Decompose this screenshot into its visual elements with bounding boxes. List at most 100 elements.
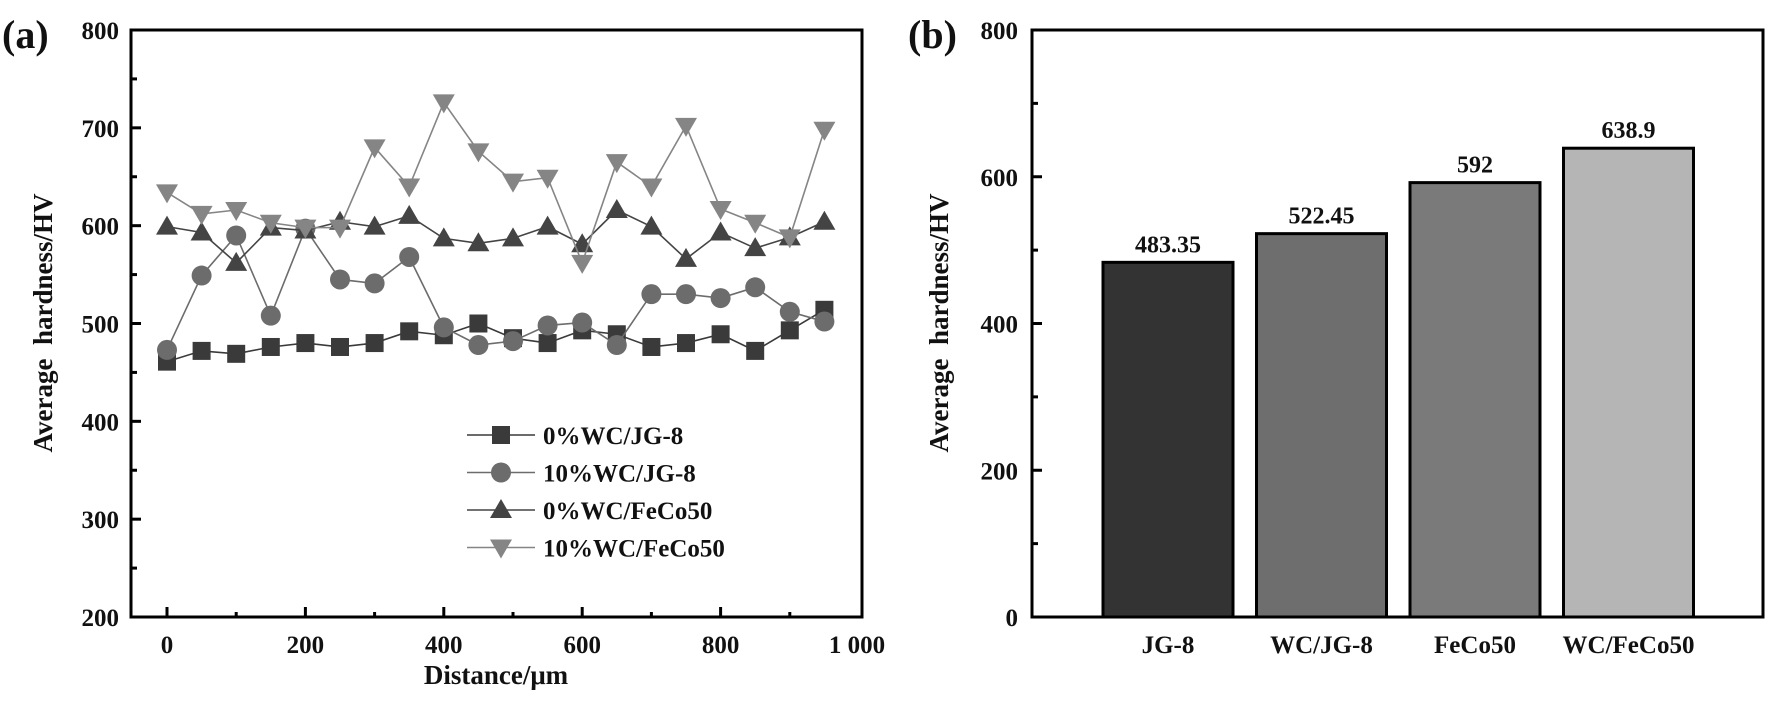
panel-a-plot-frame xyxy=(129,28,864,619)
y-tick-label: 800 xyxy=(981,18,1019,45)
panel-a-y-axis: 200 300 400 500 600 700 800 xyxy=(82,18,141,632)
y-tick-label: 600 xyxy=(981,165,1019,192)
y-tick-label: 800 xyxy=(82,18,120,45)
x-category-label: WC/JG-8 xyxy=(1270,632,1373,659)
panel-a-legend: 0%WC/JG-8 10%WC/JG-8 0%WC/FeCo50 10%WC/FeCo… xyxy=(467,423,725,563)
data-point-triangle-down-marker xyxy=(502,173,524,193)
data-point-square-marker xyxy=(227,344,246,363)
panel-b-bar-chart: (b) 0 200 400 600 800 483.35 JG-8 522.45 WC/JG-… xyxy=(908,12,1765,659)
y-tick-label: 700 xyxy=(82,116,120,143)
data-point-circle-marker xyxy=(468,335,489,356)
legend-label: 0%WC/FeCo50 xyxy=(543,498,712,525)
x-category-label: JG-8 xyxy=(1142,632,1195,659)
data-point-triangle-up-marker xyxy=(398,204,421,224)
data-point-square-marker xyxy=(677,334,695,353)
bar-feco50 xyxy=(1408,181,1542,619)
series-10-wc-jg-8 xyxy=(157,218,835,360)
legend-marker-triangle-down xyxy=(490,539,512,559)
data-point-circle-marker xyxy=(191,265,212,286)
data-point-square-marker xyxy=(538,334,557,353)
legend-item: 0%WC/FeCo50 xyxy=(467,498,712,525)
data-point-triangle-down-marker xyxy=(744,214,767,234)
bar-jg-8 xyxy=(1101,260,1235,619)
legend-marker-circle xyxy=(491,462,511,483)
data-point-triangle-up-marker xyxy=(156,215,178,235)
y-tick-label: 200 xyxy=(82,605,120,632)
panel-b-y-axis: 0 200 400 600 800 xyxy=(981,18,1042,632)
data-point-triangle-up-marker xyxy=(502,227,524,247)
data-point-circle-marker xyxy=(537,315,558,336)
legend-label: 10%WC/FeCo50 xyxy=(543,536,725,563)
data-point-circle-marker xyxy=(157,339,177,360)
data-point-triangle-up-marker xyxy=(744,237,767,257)
data-point-square-marker xyxy=(642,337,661,356)
x-category-label: FeCo50 xyxy=(1434,632,1516,659)
data-point-circle-marker xyxy=(745,277,766,298)
panel-a-x-axis-title: Distance/μm xyxy=(424,660,569,690)
bar-value-label: 483.35 xyxy=(1135,232,1201,258)
data-point-circle-marker xyxy=(710,288,731,309)
panel-a-y-axis-title: Average hardness/HV xyxy=(28,193,58,452)
data-point-circle-marker xyxy=(433,317,454,338)
data-point-triangle-up-marker xyxy=(709,221,732,241)
data-point-circle-marker xyxy=(572,312,593,333)
panel-b-label: (b) xyxy=(908,12,957,57)
data-point-square-marker xyxy=(469,314,488,333)
panel-b-y-axis-title: Average hardness/HV xyxy=(924,193,954,452)
data-point-triangle-up-marker xyxy=(640,215,663,235)
x-tick-label: 800 xyxy=(702,632,740,659)
data-point-triangle-up-marker xyxy=(363,215,386,235)
data-point-circle-marker xyxy=(814,311,835,332)
panel-a-label: (a) xyxy=(2,12,49,57)
data-point-circle-marker xyxy=(260,305,281,326)
legend-marker-square xyxy=(492,426,510,444)
x-tick-label: 400 xyxy=(425,632,463,659)
bar-wc-feco50 xyxy=(1562,146,1695,619)
data-point-square-marker xyxy=(365,334,384,353)
legend-item: 0%WC/JG-8 xyxy=(467,423,683,450)
data-point-triangle-up-marker xyxy=(190,221,213,241)
data-point-triangle-up-marker xyxy=(536,215,559,235)
data-point-circle-marker xyxy=(606,335,627,356)
data-point-triangle-down-marker xyxy=(432,94,455,114)
bar-value-label: 522.45 xyxy=(1289,204,1355,230)
data-point-square-marker xyxy=(746,341,765,360)
data-point-triangle-down-marker xyxy=(190,205,213,225)
legend-marker-triangle-up xyxy=(490,499,512,518)
data-point-triangle-down-marker xyxy=(536,169,559,189)
panel-b-bars: 483.35 JG-8 522.45 WC/JG-8 592 FeCo50 638.9 WC/… xyxy=(1101,118,1695,659)
data-point-circle-marker xyxy=(503,331,523,352)
y-tick-label: 600 xyxy=(82,214,120,241)
panel-a-line-chart: (a) 200 300 400 500 600 700 800 0 200 400 600 800 1… xyxy=(2,12,885,690)
data-point-triangle-down-marker xyxy=(398,178,421,198)
data-point-triangle-down-marker xyxy=(329,219,351,239)
data-point-triangle-down-marker xyxy=(156,184,178,204)
y-tick-label: 200 xyxy=(981,458,1019,485)
x-tick-label: 0 xyxy=(161,632,174,659)
series-10-wc-feco50 xyxy=(156,94,836,274)
y-tick-label: 400 xyxy=(82,409,120,436)
bar-wc-jg-8 xyxy=(1255,232,1388,619)
data-point-triangle-down-marker xyxy=(675,117,697,137)
data-point-triangle-down-marker xyxy=(813,121,836,141)
data-point-square-marker xyxy=(780,321,799,340)
data-point-circle-marker xyxy=(364,273,385,294)
y-tick-label: 500 xyxy=(82,312,120,339)
data-point-triangle-down-marker xyxy=(259,214,282,234)
y-tick-label: 0 xyxy=(1006,605,1019,632)
data-point-circle-marker xyxy=(676,284,696,305)
series-0-wc-feco50 xyxy=(156,199,836,271)
data-point-square-marker xyxy=(261,337,280,356)
data-point-square-marker xyxy=(711,325,730,344)
data-point-triangle-down-marker xyxy=(640,178,663,198)
data-point-square-marker xyxy=(331,337,349,356)
data-point-square-marker xyxy=(192,341,211,360)
data-point-triangle-down-marker xyxy=(605,154,628,174)
data-point-triangle-up-marker xyxy=(813,210,836,230)
y-tick-label: 400 xyxy=(981,312,1019,339)
data-point-triangle-up-marker xyxy=(225,251,248,271)
data-point-circle-marker xyxy=(330,269,350,290)
data-point-square-marker xyxy=(400,322,419,341)
y-tick-label: 300 xyxy=(82,507,120,534)
